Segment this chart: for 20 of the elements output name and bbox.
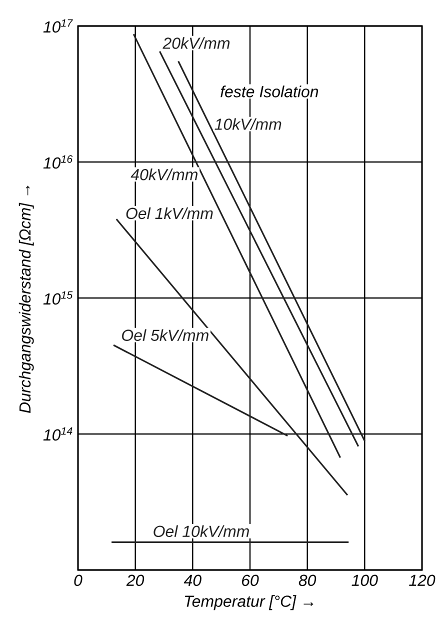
y-axis-title: Durchgangswiderstand [Ωcm] → (18, 186, 34, 413)
x-tick-label: 0 (74, 574, 82, 586)
x-tick-label: 40 (184, 574, 202, 586)
series-label: 20kV/mm (162, 37, 230, 49)
y-tick-label: 10$^{14}$ (43, 427, 72, 441)
y-tick-label: 10$^{17}$ (43, 19, 73, 33)
series-label: Oel 10kV/mm (154, 525, 249, 538)
series-label: Oel 5kV/mm (122, 329, 208, 341)
x-tick-label: 60 (242, 574, 259, 586)
x-axis-title: Temperatur [°C] → (184, 595, 314, 610)
series-label: Oel 1kV/mm (126, 207, 213, 220)
annotation: feste Isolation (220, 86, 318, 98)
y-tick-label: 10$^{16}$ (43, 155, 73, 169)
series-label: 40kV/mm (130, 168, 198, 180)
series-label: 10kV/mm (214, 118, 282, 130)
x-tick-label: 20 (126, 574, 144, 586)
y-tick-label: 10$^{15}$ (43, 291, 73, 305)
x-tick-label: 120 (409, 574, 436, 586)
x-tick-label: 80 (298, 574, 316, 586)
x-tick-label: 100 (352, 574, 378, 586)
